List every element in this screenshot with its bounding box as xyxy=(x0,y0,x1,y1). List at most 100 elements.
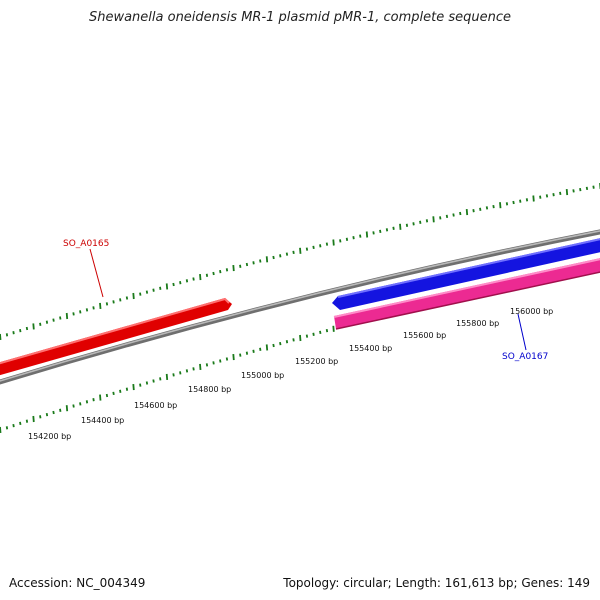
minor-tick xyxy=(219,269,222,274)
minor-tick xyxy=(85,308,89,312)
gene-so-a0166[interactable] xyxy=(332,236,600,310)
minor-tick xyxy=(305,334,309,338)
major-tick xyxy=(332,239,335,246)
gene-so-a0167[interactable] xyxy=(334,256,600,329)
major-tick xyxy=(165,283,169,290)
minor-tick xyxy=(192,277,195,281)
minor-tick xyxy=(119,298,122,302)
minor-tick xyxy=(179,371,182,375)
minor-tick xyxy=(19,328,22,333)
major-tick xyxy=(232,265,235,272)
minor-tick xyxy=(325,242,329,246)
minor-tick xyxy=(405,223,409,227)
minor-tick xyxy=(139,383,142,387)
minor-tick xyxy=(152,379,155,383)
minor-tick xyxy=(419,220,422,224)
minor-tick xyxy=(179,281,182,285)
minor-tick xyxy=(412,222,415,226)
tick-label: 155600 bp xyxy=(403,331,446,340)
minor-tick xyxy=(19,421,22,426)
minor-tick xyxy=(452,213,455,217)
major-tick xyxy=(32,323,35,330)
minor-tick xyxy=(439,216,442,220)
minor-tick xyxy=(319,330,322,335)
minor-tick xyxy=(285,340,289,344)
minor-tick xyxy=(125,387,129,391)
major-tick xyxy=(265,344,269,351)
minor-tick xyxy=(279,254,282,258)
tick-label: 154600 bp xyxy=(134,401,177,410)
scale-tick-labels: 154200 bp 154400 bp 154600 bp 154800 bp … xyxy=(28,307,553,441)
major-tick xyxy=(365,231,369,238)
gene-label-leader-so-a0165 xyxy=(89,248,104,298)
minor-tick xyxy=(325,328,329,333)
accession-label: Accession: NC_004349 xyxy=(9,576,146,590)
minor-tick xyxy=(172,373,175,377)
minor-tick xyxy=(592,185,595,189)
minor-tick xyxy=(312,245,315,250)
minor-tick xyxy=(345,237,349,241)
major-tick xyxy=(199,363,202,370)
minor-tick xyxy=(572,189,575,193)
minor-tick xyxy=(539,195,542,199)
minor-tick xyxy=(319,244,322,248)
minor-tick xyxy=(145,381,149,385)
minor-tick xyxy=(552,193,555,197)
minor-tick xyxy=(392,226,395,230)
minor-tick xyxy=(112,391,115,396)
major-tick xyxy=(99,302,102,309)
minor-tick xyxy=(139,292,142,296)
minor-tick xyxy=(492,204,495,209)
minor-tick xyxy=(225,357,229,361)
map-title: Shewanella oneidensis MR-1 plasmid pMR-1… xyxy=(88,10,512,25)
minor-tick xyxy=(192,367,195,371)
minor-tick xyxy=(225,268,229,272)
minor-tick xyxy=(45,320,49,324)
minor-tick xyxy=(219,359,222,363)
minor-tick xyxy=(339,239,342,243)
minor-tick xyxy=(479,207,482,211)
tick-label: 156000 bp xyxy=(510,307,553,316)
minor-tick xyxy=(105,393,109,398)
major-tick xyxy=(0,426,2,434)
minor-tick xyxy=(252,349,255,353)
minor-tick xyxy=(159,377,162,381)
minor-tick xyxy=(5,426,9,430)
major-tick xyxy=(332,325,335,332)
backbone-line xyxy=(0,229,600,385)
minor-tick xyxy=(472,209,475,213)
minor-tick xyxy=(25,326,29,331)
minor-tick xyxy=(352,236,355,240)
minor-tick xyxy=(305,247,309,251)
major-tick xyxy=(132,292,135,300)
topology-summary: Topology: circular; Length: 161,613 bp; … xyxy=(283,576,590,590)
minor-tick xyxy=(585,186,589,191)
minor-tick xyxy=(459,211,462,216)
minor-tick xyxy=(72,312,75,316)
minor-tick xyxy=(359,234,362,238)
major-tick xyxy=(299,334,302,342)
tick-label: 154200 bp xyxy=(28,432,71,441)
minor-tick xyxy=(525,198,529,202)
minor-tick xyxy=(152,288,155,292)
major-tick xyxy=(99,394,102,401)
minor-tick xyxy=(119,389,122,393)
minor-tick xyxy=(79,310,82,314)
minor-tick xyxy=(185,279,189,283)
minor-tick xyxy=(92,398,95,402)
minor-tick xyxy=(379,229,382,234)
minor-tick xyxy=(252,261,255,265)
minor-tick xyxy=(279,341,282,346)
major-tick xyxy=(299,247,302,254)
minor-tick xyxy=(59,408,62,412)
minor-tick xyxy=(519,199,522,203)
major-tick xyxy=(265,256,269,263)
major-tick xyxy=(65,405,69,412)
gene-so-a0165[interactable] xyxy=(0,298,232,378)
minor-tick xyxy=(159,286,162,290)
minor-tick xyxy=(212,361,215,365)
minor-tick xyxy=(5,333,9,337)
outer-tick-ring xyxy=(0,183,600,341)
gene-label-leader-so-a0167 xyxy=(517,313,527,351)
